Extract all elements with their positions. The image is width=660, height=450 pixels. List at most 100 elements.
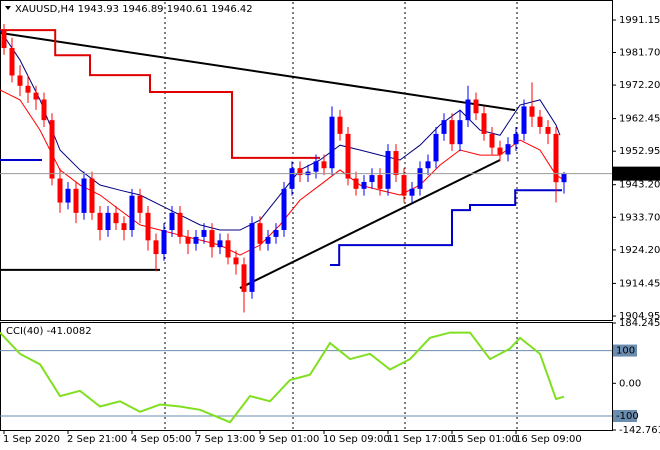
level-label: -100	[616, 411, 639, 422]
candle-body	[177, 212, 183, 237]
candle-body	[353, 178, 359, 189]
candle-body	[89, 178, 95, 213]
candle-body	[17, 75, 23, 86]
candle-body	[49, 120, 55, 179]
candle-body	[185, 236, 191, 244]
candle-body	[433, 133, 439, 162]
y-tick-label: 1943.20	[619, 180, 660, 191]
candle-body	[345, 133, 351, 179]
candle-body	[329, 116, 335, 169]
trendline	[0, 31, 516, 112]
y-tick-label: 1972.20	[619, 80, 660, 91]
x-tick-label: 2 Sep 21:00	[67, 434, 127, 445]
candle-body	[65, 188, 71, 203]
candle-body	[121, 223, 127, 231]
candle-body	[537, 116, 543, 128]
last-low: 1940.61	[167, 4, 208, 15]
candle-body	[129, 195, 135, 231]
y-tick-label: 1933.70	[619, 212, 660, 223]
x-tick-label: 11 Sep 17:00	[387, 434, 454, 445]
candle-body	[161, 230, 167, 255]
candle-body	[561, 173, 567, 183]
y-tick-label: 1952.95	[619, 146, 660, 157]
current-price-box	[613, 166, 660, 181]
menu-icon[interactable]	[5, 6, 11, 10]
candle-body	[505, 144, 511, 155]
indicator-line	[0, 331, 565, 424]
candle-body	[169, 212, 175, 231]
candle-body	[337, 116, 343, 134]
y-tick-label: 1914.45	[619, 278, 660, 289]
level-label: 100	[616, 346, 635, 357]
candle-body	[145, 212, 151, 241]
x-tick-label: 1 Sep 2020	[3, 434, 60, 445]
candle-body	[25, 85, 31, 93]
candle-body	[81, 178, 87, 213]
candle-body	[241, 264, 247, 292]
x-tick-label: 9 Sep 01:00	[259, 434, 319, 445]
candle-body	[449, 120, 455, 145]
header: XAUUSD,H4 1943.93 1946.89 1940.61 1946.4…	[15, 4, 253, 15]
indicator-tick-label: 0.00	[619, 378, 641, 389]
moving-average	[0, 89, 565, 256]
y-tick-label: 1981.70	[619, 47, 660, 58]
x-tick-label: 15 Sep 01:00	[451, 434, 518, 445]
candle-body	[257, 223, 263, 244]
y-tick-label: 1962.45	[619, 114, 660, 125]
last-open: 1943.93	[78, 4, 119, 15]
indicator-tick-label: 184.2457	[619, 318, 660, 329]
candle-body	[481, 113, 487, 134]
candle-body	[489, 133, 495, 148]
last-high: 1946.89	[122, 4, 163, 15]
indicator-panel-frame	[0, 322, 613, 431]
candle-body	[297, 168, 303, 176]
candle-body	[521, 106, 527, 134]
candle-body	[529, 106, 535, 117]
candle-body	[113, 212, 119, 224]
candle-body	[281, 188, 287, 231]
candle-body	[273, 230, 279, 237]
candle-body	[545, 127, 551, 134]
candle-body	[417, 168, 423, 189]
candle-body	[57, 178, 63, 203]
y-tick-label: 1991.15	[619, 15, 660, 26]
y-tick-label: 1924.20	[619, 245, 660, 256]
indicator-tick-label: -142.7618	[619, 425, 660, 436]
candle-body	[401, 175, 407, 196]
candle-body	[393, 151, 399, 176]
level-box	[613, 410, 637, 423]
candle-body	[361, 181, 367, 189]
candle-body	[425, 161, 431, 169]
x-tick-label: 16 Sep 09:00	[515, 434, 582, 445]
candle-body	[265, 236, 271, 244]
candle-body	[73, 188, 79, 213]
candle-body	[513, 133, 519, 145]
current-price-label: 1946.42	[619, 169, 660, 180]
candle-body	[369, 175, 375, 182]
candle-body	[41, 99, 47, 121]
candle-body	[97, 212, 103, 231]
candle-body	[457, 120, 463, 145]
candle-body	[473, 99, 479, 114]
step-line	[330, 189, 562, 267]
candle-body	[193, 236, 199, 244]
separators	[164, 2, 518, 430]
candle-body	[497, 147, 503, 155]
candle-body	[409, 188, 415, 196]
candle-body	[225, 240, 231, 258]
indicator-header: CCI(40) -41.0082	[6, 326, 92, 337]
last-close: 1946.42	[211, 4, 252, 15]
trendline	[239, 159, 501, 289]
candle-body	[217, 240, 223, 248]
x-tick-label: 4 Sep 05:00	[131, 434, 191, 445]
candle-body	[233, 257, 239, 265]
candle-body	[137, 195, 143, 213]
symbol: XAUUSD,H4	[15, 4, 74, 15]
candle-body	[153, 240, 159, 255]
x-tick-label: 7 Sep 13:00	[195, 434, 255, 445]
candle-body	[465, 99, 471, 121]
candle-body	[313, 161, 319, 172]
y-tick-label: 1904.95	[619, 311, 660, 322]
